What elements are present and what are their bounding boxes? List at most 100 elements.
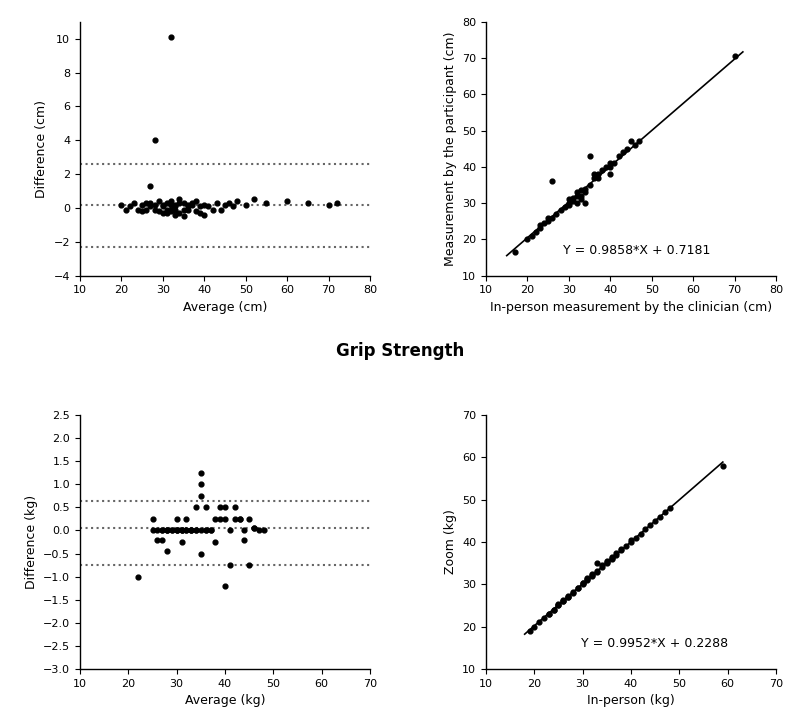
Point xyxy=(223,559,236,571)
Point xyxy=(175,525,188,537)
Point xyxy=(533,616,546,628)
Point xyxy=(604,168,617,180)
Point xyxy=(173,193,186,205)
Point xyxy=(170,525,183,537)
Point xyxy=(161,525,174,537)
Point xyxy=(190,525,202,537)
X-axis label: Average (kg): Average (kg) xyxy=(185,694,266,707)
Point xyxy=(228,513,241,525)
Point xyxy=(601,558,614,569)
Text: Y = 0.9858*X + 0.7181: Y = 0.9858*X + 0.7181 xyxy=(563,244,710,257)
Point xyxy=(165,204,178,215)
Point xyxy=(562,193,575,205)
Point xyxy=(169,201,182,212)
Point xyxy=(566,196,579,207)
Point xyxy=(151,525,164,537)
Y-axis label: Measurement by the participant (cm): Measurement by the participant (cm) xyxy=(443,31,457,266)
Point xyxy=(222,197,235,209)
Point xyxy=(173,197,186,209)
Point xyxy=(204,525,217,537)
Point xyxy=(581,574,594,585)
Point xyxy=(542,212,554,223)
Point xyxy=(170,525,183,537)
Point xyxy=(610,549,623,561)
Point xyxy=(144,180,157,192)
Point xyxy=(204,525,217,537)
Point xyxy=(242,559,255,571)
Point xyxy=(210,197,223,209)
Point xyxy=(562,591,574,603)
Point xyxy=(185,525,198,537)
Point xyxy=(552,600,565,611)
Point xyxy=(542,215,554,227)
Point xyxy=(302,197,314,209)
Point xyxy=(570,197,583,209)
Point xyxy=(604,157,617,169)
Point xyxy=(586,569,598,580)
Point xyxy=(161,545,174,557)
Point xyxy=(185,525,198,537)
Point xyxy=(625,536,638,547)
Point xyxy=(140,197,153,209)
X-axis label: Average (cm): Average (cm) xyxy=(183,301,267,314)
Point xyxy=(166,525,178,537)
Point xyxy=(595,561,608,573)
Point xyxy=(534,219,546,230)
Point xyxy=(144,197,157,209)
Point xyxy=(538,612,550,624)
Point xyxy=(595,164,609,176)
Point xyxy=(248,522,261,534)
Point xyxy=(177,211,190,222)
Point xyxy=(152,206,165,217)
Point xyxy=(165,198,178,210)
Point xyxy=(233,513,246,525)
Y-axis label: Zoom (kg): Zoom (kg) xyxy=(443,510,457,574)
Point xyxy=(218,502,231,513)
Point xyxy=(590,566,603,577)
Point xyxy=(199,525,212,537)
Point xyxy=(581,573,594,585)
Point xyxy=(175,525,188,537)
Point xyxy=(127,197,140,209)
Point xyxy=(258,525,270,537)
Point xyxy=(227,201,240,212)
Point xyxy=(616,146,629,158)
Point xyxy=(639,523,652,535)
Point xyxy=(557,595,570,607)
Point xyxy=(606,553,618,565)
Point xyxy=(547,604,560,616)
Point xyxy=(198,209,210,220)
Point xyxy=(621,143,634,155)
Point xyxy=(649,515,662,526)
Point xyxy=(608,157,621,169)
Point xyxy=(161,525,174,537)
Point xyxy=(542,608,555,619)
Point xyxy=(161,525,174,537)
Point xyxy=(177,197,190,209)
Point xyxy=(169,198,182,210)
Point xyxy=(233,513,246,525)
Point xyxy=(604,161,617,172)
Point xyxy=(247,193,260,205)
Point xyxy=(579,186,592,198)
Point xyxy=(140,204,153,215)
Point xyxy=(152,196,165,207)
Point xyxy=(663,502,676,514)
Point xyxy=(173,207,186,219)
Point xyxy=(728,50,741,62)
Point xyxy=(170,525,183,537)
Point xyxy=(194,207,206,219)
Point xyxy=(166,525,178,537)
Point xyxy=(534,222,546,234)
Point xyxy=(576,577,589,588)
Point xyxy=(595,559,608,571)
Point xyxy=(521,233,534,245)
Point xyxy=(600,161,613,172)
Point xyxy=(557,595,570,607)
Point xyxy=(214,204,227,215)
Point xyxy=(169,209,182,220)
Point xyxy=(148,204,161,215)
Point xyxy=(576,579,589,590)
Point xyxy=(175,525,188,537)
Point xyxy=(717,460,730,472)
